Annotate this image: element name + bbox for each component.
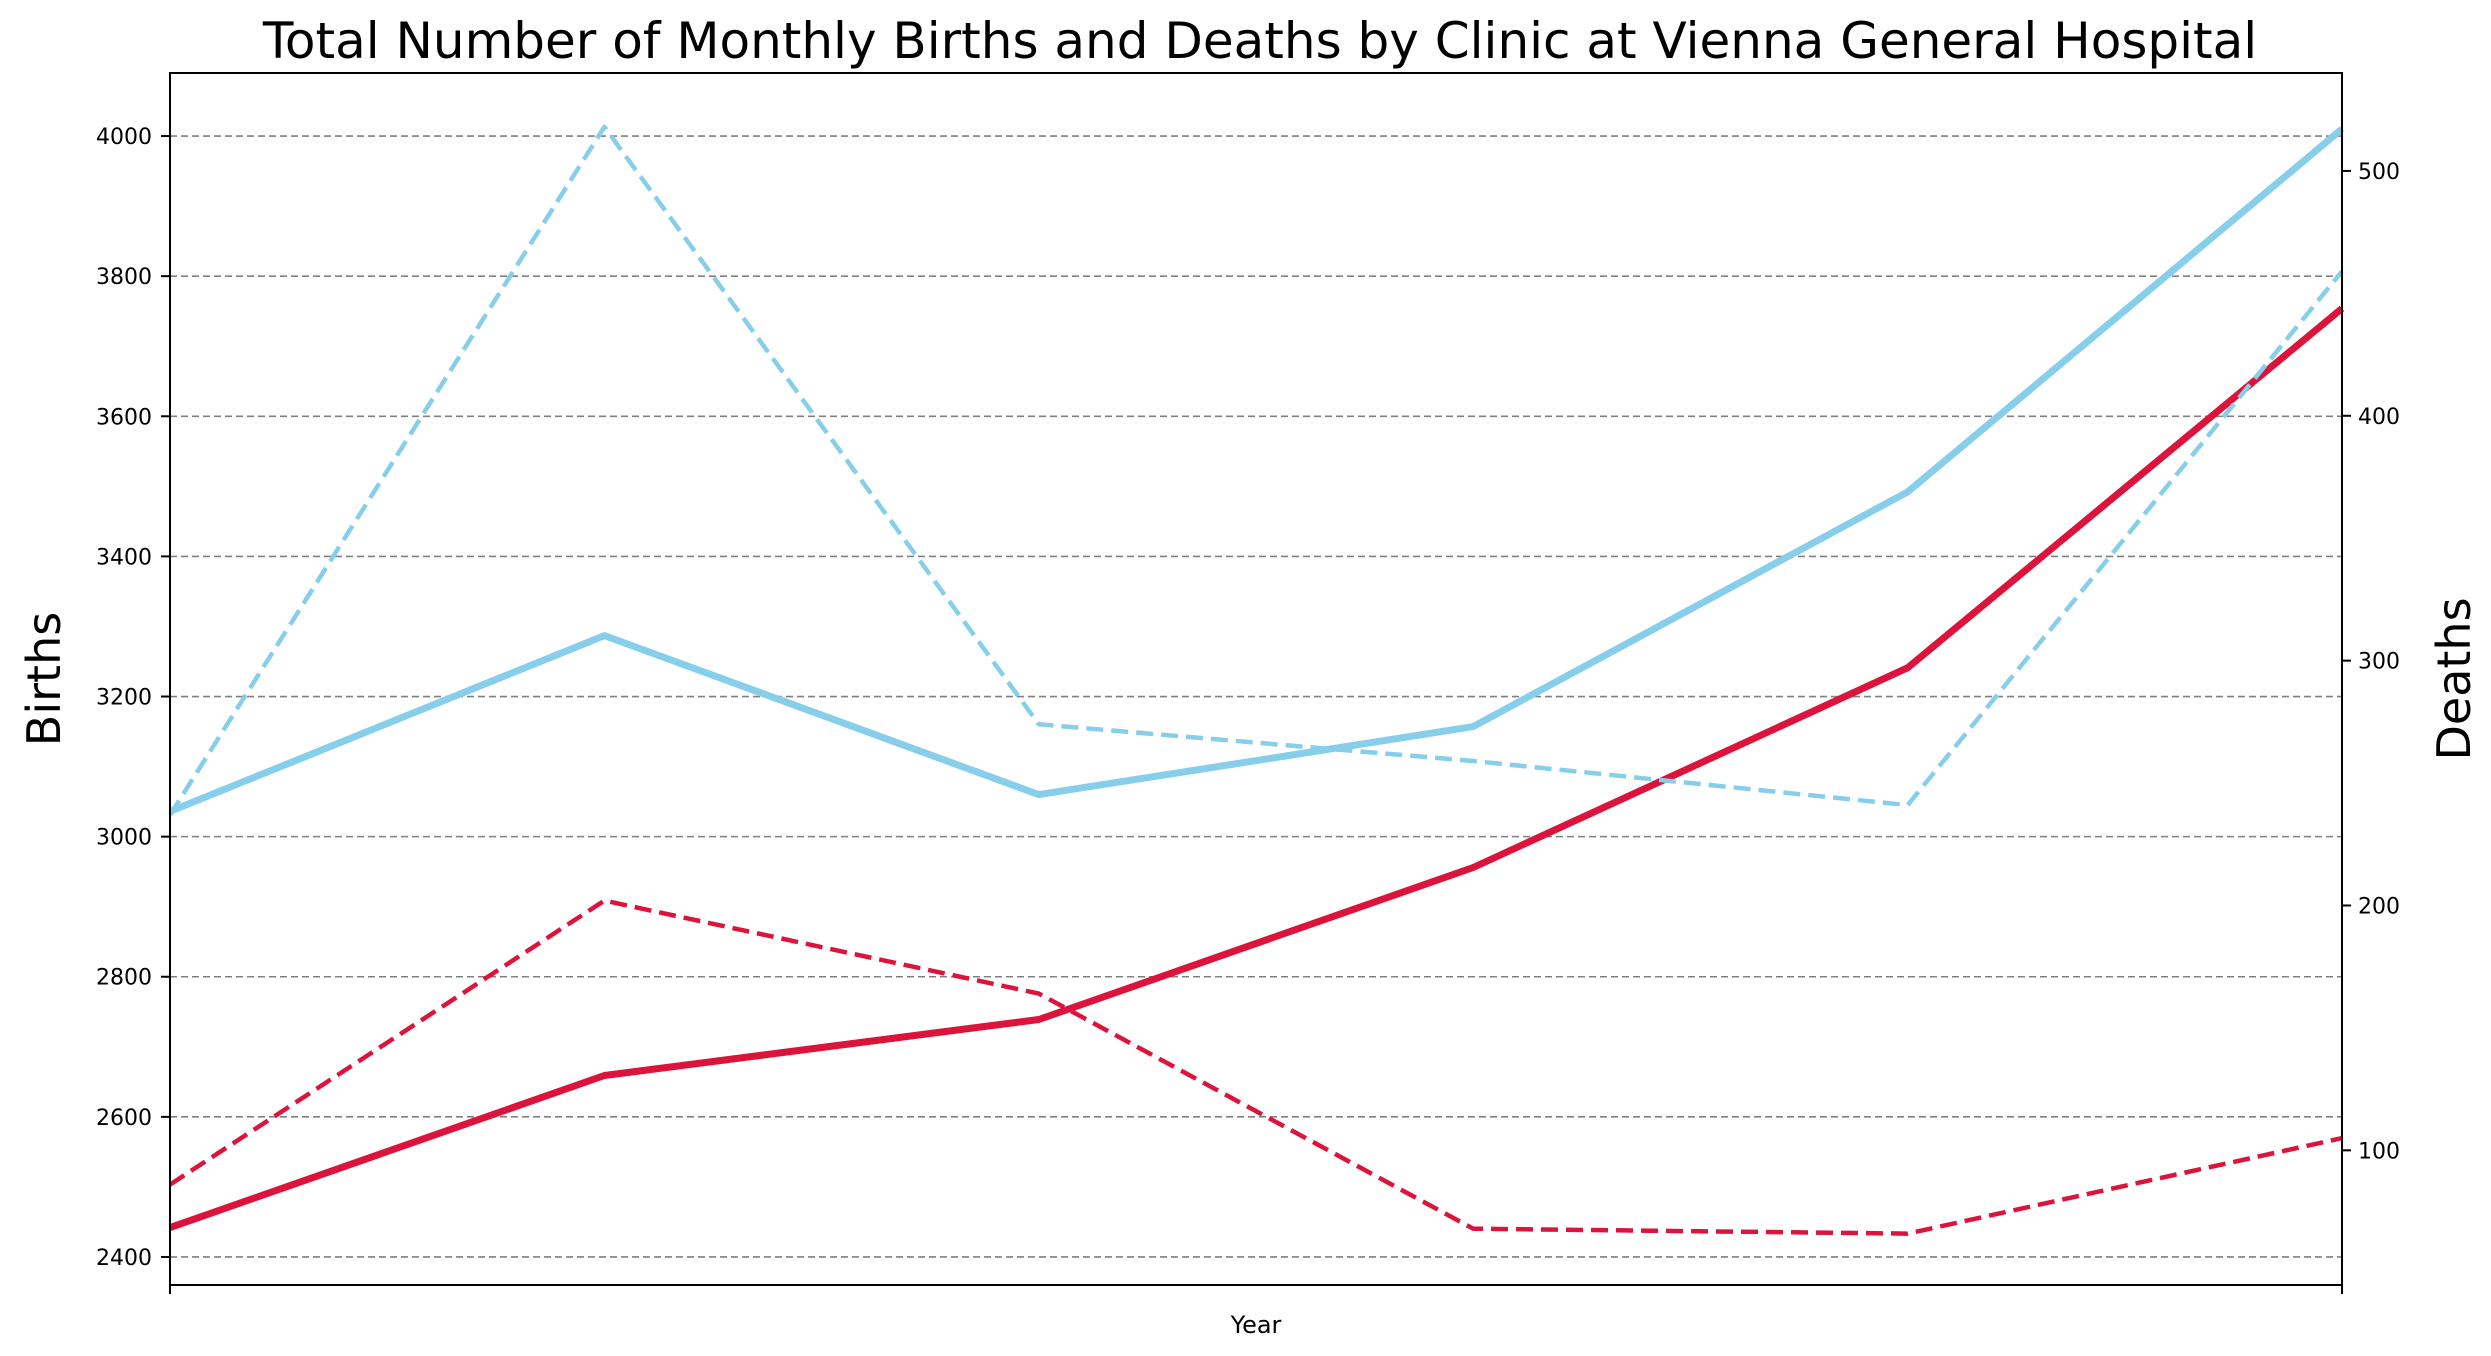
- left-tick-label: 2400: [96, 1246, 152, 1271]
- left-tick-label: 3200: [96, 686, 152, 711]
- series-line-2: [168, 124, 2344, 817]
- x-axis-title: Year: [1230, 1311, 1282, 1339]
- right-axis: 100 200 300 400 500: [2342, 160, 2400, 1164]
- right-tick-label: 500: [2358, 160, 2400, 185]
- left-tick-label: 3400: [96, 545, 152, 570]
- right-tick-label: 200: [2358, 894, 2400, 919]
- series-line-0: [168, 126, 2345, 815]
- right-tick-label: 100: [2358, 1139, 2400, 1164]
- left-axis: 2400 2600 2800 3000 3200 3400 3600 3800 4000: [96, 125, 170, 1271]
- left-tick-label: 4000: [96, 125, 152, 150]
- left-axis-title: Births: [17, 612, 71, 746]
- left-tick-label: 2600: [96, 1106, 152, 1131]
- grid: [170, 135, 2342, 1258]
- series-line-1: [168, 305, 2345, 1231]
- series-line-3: [168, 898, 2343, 1236]
- left-tick-label: 3000: [96, 826, 152, 851]
- right-tick-label: 300: [2358, 650, 2400, 675]
- chart-title: Total Number of Monthly Births and Death…: [262, 12, 2257, 70]
- left-tick-label: 3800: [96, 265, 152, 290]
- right-tick-label: 400: [2358, 405, 2400, 430]
- left-tick-label: 2800: [96, 966, 152, 991]
- x-axis: [169, 1285, 2343, 1294]
- plot-frame: [169, 72, 2343, 1286]
- right-axis-title: Deaths: [2427, 597, 2481, 760]
- series-group: [168, 124, 2345, 1236]
- left-tick-label: 3600: [96, 405, 152, 430]
